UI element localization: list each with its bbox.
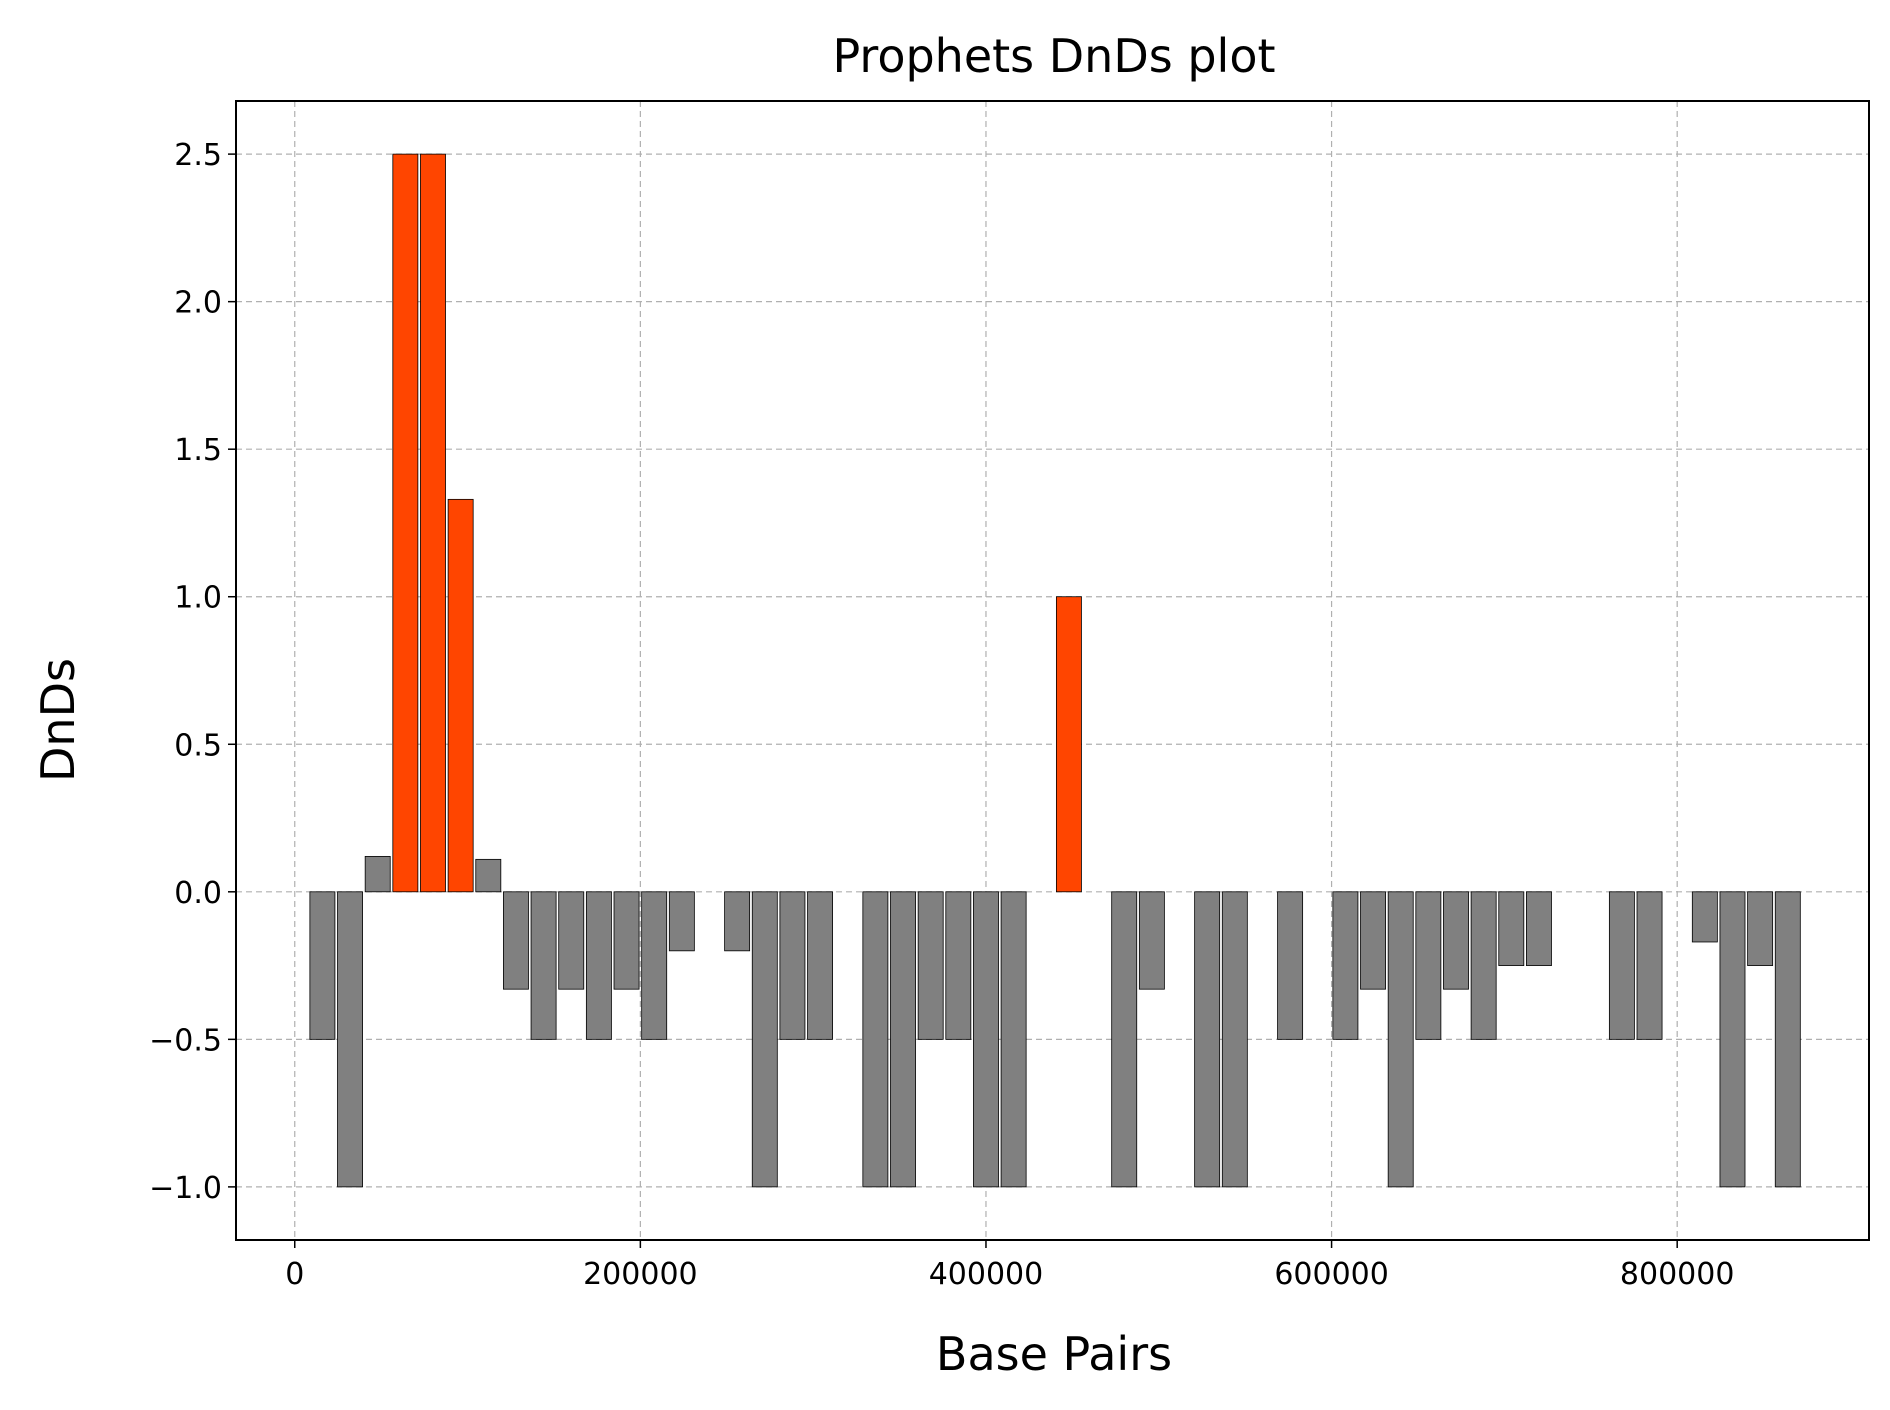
bar xyxy=(1360,891,1386,990)
bar xyxy=(1221,891,1248,1188)
bar xyxy=(1608,891,1635,1040)
bar xyxy=(503,891,529,990)
bar xyxy=(807,891,834,1040)
bar xyxy=(973,891,999,1188)
bar xyxy=(392,153,419,893)
bar xyxy=(641,891,668,1040)
bar xyxy=(724,891,751,952)
bar xyxy=(309,891,336,1040)
bar xyxy=(1415,891,1442,1040)
bar xyxy=(585,891,612,1040)
y-tick-label: −1.0 xyxy=(149,1171,222,1206)
bar xyxy=(1719,891,1746,1188)
bar xyxy=(1443,891,1469,990)
x-tick-label: 0 xyxy=(285,1257,304,1292)
bar xyxy=(1055,596,1082,893)
bar xyxy=(1387,891,1414,1188)
y-tick-label: 1.0 xyxy=(174,581,222,616)
bar xyxy=(1636,891,1663,1040)
y-tick-label: 2.0 xyxy=(174,286,222,321)
bar xyxy=(1111,891,1138,1188)
bar xyxy=(1526,891,1552,966)
bar xyxy=(364,855,391,893)
y-tick-label: 2.5 xyxy=(174,138,222,173)
bar xyxy=(613,891,640,990)
bar xyxy=(1470,891,1497,1040)
bar xyxy=(420,153,446,893)
x-tick-label: 400000 xyxy=(929,1257,1044,1292)
bar xyxy=(1747,891,1774,966)
bar xyxy=(917,891,944,1040)
y-tick-label: 0.5 xyxy=(174,728,222,763)
y-axis-title: DnDs xyxy=(31,658,85,782)
bar xyxy=(530,891,557,1040)
bar xyxy=(751,891,778,1188)
bar xyxy=(945,891,972,1040)
bar xyxy=(779,891,806,1040)
bar xyxy=(447,498,474,893)
x-axis-title: Base Pairs xyxy=(936,1327,1172,1381)
y-tick-label: 1.5 xyxy=(174,433,222,468)
bar xyxy=(1138,891,1165,990)
plot-frame xyxy=(235,100,1870,1241)
bar xyxy=(337,891,363,1188)
bar xyxy=(475,858,502,893)
x-axis-ticks: 0 200000 400000 600000 800000 xyxy=(285,1240,1734,1292)
bar xyxy=(1691,891,1718,943)
y-tick-label: −0.5 xyxy=(149,1023,222,1058)
grid xyxy=(236,101,1869,1240)
y-axis-ticks: −1.0 −0.5 0.0 0.5 1.0 1.5 2.0 2.5 xyxy=(149,138,236,1206)
bar xyxy=(890,891,916,1188)
bar xyxy=(1498,891,1525,966)
bar xyxy=(1194,891,1221,1188)
bar xyxy=(558,891,585,990)
x-tick-label: 600000 xyxy=(1274,1257,1389,1292)
bar xyxy=(1000,891,1027,1188)
bar xyxy=(668,891,695,952)
bar xyxy=(862,891,889,1188)
bar xyxy=(1774,891,1801,1188)
chart-title: Prophets DnDs plot xyxy=(833,29,1276,83)
bar xyxy=(1277,891,1304,1040)
x-tick-label: 200000 xyxy=(583,1257,698,1292)
x-tick-label: 800000 xyxy=(1620,1257,1735,1292)
bars xyxy=(309,153,1801,1188)
bar xyxy=(1332,891,1359,1040)
y-tick-label: 0.0 xyxy=(174,876,222,911)
